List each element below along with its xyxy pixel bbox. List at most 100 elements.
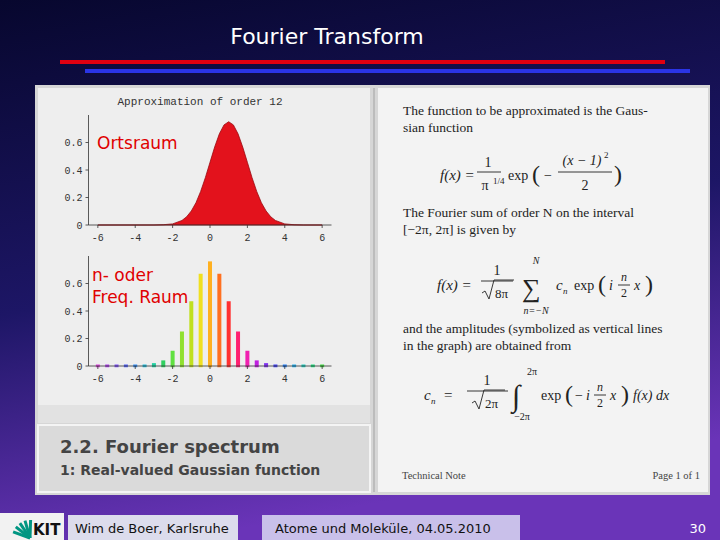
footer-event: Atome und Moleküle, 04.05.2010 (275, 521, 491, 536)
formula-part: π (481, 178, 488, 193)
formula-part: n=−N (523, 305, 549, 316)
formula-part: N (532, 255, 541, 266)
x-tick (247, 225, 248, 228)
note-text: The function to be approximated is the G… (403, 103, 648, 118)
fraction-bar (467, 391, 508, 392)
formula-part: n (431, 396, 436, 406)
caption-subheading: 1: Real-valued Gaussian function (60, 462, 320, 478)
x-tick (322, 225, 323, 228)
title-rule (60, 60, 665, 64)
annotation: Ortsraum (97, 133, 178, 153)
x-tick (247, 366, 248, 369)
slide: Fourier Transform 2.2. Fourier spectrum 1:… (0, 0, 720, 540)
footer-author: Wim de Boer, Karlsruhe (75, 521, 229, 536)
formula-part: 1/4 (493, 176, 505, 186)
annotation: Freq. Raum (92, 287, 188, 307)
x-tick-label: 6 (319, 233, 325, 244)
x-tick-label: -6 (92, 374, 104, 385)
note-footer: Technical Note (402, 470, 466, 481)
x-tick (210, 225, 211, 228)
x-tick-label: 2 (244, 374, 250, 385)
bar (180, 332, 184, 368)
y-tick-label: 0 (76, 221, 82, 232)
bar (152, 363, 156, 367)
x-tick-label: 6 (319, 374, 325, 385)
chart: -6-4-2024600.20.40.6n- oderFreq. Raum (64, 256, 331, 385)
caption-panel (38, 425, 370, 492)
note-text: in the graph) are obtained from (403, 338, 572, 353)
bar (171, 351, 175, 368)
event-box (262, 515, 520, 540)
formula-part: ) (645, 271, 653, 297)
y-tick (86, 311, 89, 312)
formula-part: 2 (582, 178, 589, 193)
marks (98, 122, 322, 225)
bar (227, 301, 231, 367)
formula-part: 2 (621, 286, 627, 300)
logo-box (0, 513, 64, 540)
divider (373, 88, 375, 492)
formula-part: 8π (495, 286, 509, 301)
bar (245, 351, 249, 368)
x-tick-label: 2 (244, 233, 250, 244)
plot-panel (38, 88, 370, 422)
fraction-bar (558, 172, 612, 173)
bar (217, 274, 221, 368)
x-tick-label: -4 (129, 233, 141, 244)
note-panel (378, 88, 708, 492)
formula-part: i (586, 388, 590, 403)
formula-part: ( (598, 271, 606, 297)
background (0, 0, 720, 540)
y-tick-label: 0.4 (64, 166, 82, 177)
formula-part: 2π (527, 366, 537, 377)
note-text: [−2π, 2π] is given by (403, 222, 516, 237)
area (98, 122, 322, 225)
plot-panel-edge (38, 405, 370, 423)
formula-part: − (544, 168, 552, 183)
x-tick (97, 366, 98, 369)
x-tick-label: 4 (282, 374, 288, 385)
formula-part: n (597, 380, 603, 394)
y-tick (86, 170, 89, 171)
slide-title: Fourier Transform (230, 24, 423, 49)
note-text: and the amplitudes (symbolized as vertic… (403, 321, 662, 336)
formula-part: ( (532, 161, 540, 187)
formula-part: 2 (597, 396, 603, 410)
y-tick-label: 0.4 (64, 307, 82, 318)
bar (189, 301, 193, 367)
author-box (68, 515, 238, 540)
annotation: n- oder (92, 265, 153, 285)
x-tick (135, 225, 136, 228)
formula-part: i (609, 278, 613, 293)
x-tick (322, 366, 323, 369)
formula-part: ∫ (510, 379, 522, 415)
note-footer: Page 1 of 1 (652, 470, 700, 481)
y-tick (86, 197, 89, 198)
title-rule (85, 69, 690, 73)
formula-part: f(x) = (437, 277, 472, 294)
bar (208, 261, 212, 367)
x-tick-label: -2 (167, 233, 179, 244)
note-text: The Fourier sum of order N on the interv… (403, 205, 634, 220)
formula-part: c (424, 387, 431, 403)
x-tick (210, 366, 211, 369)
formula-part: c (556, 277, 563, 293)
formula-part: f(x) = (440, 167, 475, 184)
logo-fan (29, 520, 33, 538)
y-tick-label: 0.6 (64, 279, 82, 290)
y-tick (86, 338, 89, 339)
bar (255, 360, 259, 367)
caption-heading: 2.2. Fourier spectrum (60, 436, 280, 457)
fraction-bar (477, 172, 501, 173)
formula-part: ( (565, 381, 573, 407)
formula-part: 1 (485, 155, 492, 170)
x-tick-label: 4 (282, 233, 288, 244)
bar (236, 332, 240, 368)
formula-part: ∑ (522, 274, 541, 303)
y-tick (86, 283, 89, 284)
y-tick-label: 0.2 (64, 334, 82, 345)
formula-part: 2 (604, 150, 609, 160)
logo-text: KIT (33, 521, 61, 539)
x-tick (172, 225, 173, 228)
x-tick-label: -2 (167, 374, 179, 385)
